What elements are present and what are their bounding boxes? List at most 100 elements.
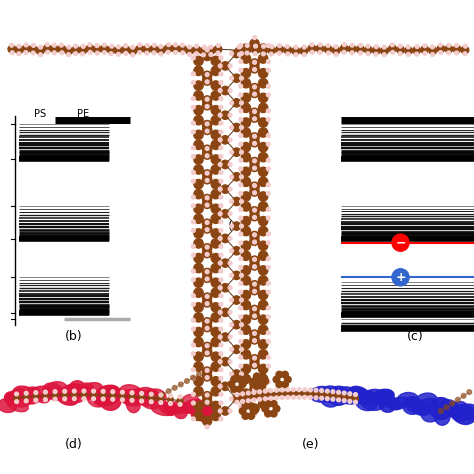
Text: PS: PS — [34, 109, 46, 119]
Circle shape — [254, 373, 260, 380]
Circle shape — [262, 45, 265, 48]
Circle shape — [241, 301, 251, 310]
Circle shape — [324, 46, 332, 53]
Ellipse shape — [355, 392, 378, 410]
Circle shape — [239, 257, 243, 261]
Circle shape — [405, 47, 412, 55]
Circle shape — [280, 388, 284, 392]
Circle shape — [266, 216, 270, 220]
Circle shape — [205, 80, 209, 84]
Circle shape — [211, 180, 220, 189]
Circle shape — [246, 399, 250, 402]
Circle shape — [205, 196, 209, 200]
Circle shape — [178, 382, 183, 387]
Circle shape — [219, 352, 223, 356]
Circle shape — [228, 286, 232, 290]
Circle shape — [258, 325, 268, 334]
Circle shape — [258, 365, 268, 374]
Ellipse shape — [5, 392, 17, 404]
Circle shape — [269, 389, 273, 392]
Circle shape — [221, 382, 229, 391]
Circle shape — [239, 60, 243, 64]
Circle shape — [413, 46, 420, 54]
Circle shape — [219, 228, 223, 232]
Ellipse shape — [8, 389, 32, 407]
Circle shape — [211, 116, 220, 125]
Circle shape — [258, 397, 262, 401]
Circle shape — [266, 405, 270, 409]
Circle shape — [292, 47, 300, 55]
Circle shape — [444, 405, 449, 410]
Circle shape — [250, 256, 259, 265]
Circle shape — [52, 392, 58, 398]
Circle shape — [194, 377, 203, 386]
Ellipse shape — [121, 390, 136, 403]
Circle shape — [241, 118, 251, 127]
Circle shape — [168, 397, 173, 402]
Circle shape — [211, 362, 220, 371]
Circle shape — [184, 379, 189, 383]
Circle shape — [219, 384, 222, 388]
Circle shape — [191, 368, 195, 372]
Circle shape — [173, 385, 177, 390]
Circle shape — [194, 411, 203, 420]
Circle shape — [241, 227, 251, 236]
Circle shape — [219, 417, 223, 421]
Circle shape — [241, 192, 251, 201]
Circle shape — [191, 56, 195, 60]
Circle shape — [194, 56, 203, 65]
Circle shape — [453, 46, 461, 53]
Circle shape — [318, 51, 322, 55]
Circle shape — [258, 301, 268, 310]
Circle shape — [219, 392, 223, 396]
Circle shape — [110, 392, 116, 398]
Circle shape — [191, 220, 195, 224]
Circle shape — [250, 404, 259, 413]
Circle shape — [178, 402, 182, 406]
Circle shape — [253, 60, 256, 64]
Circle shape — [253, 68, 256, 72]
Circle shape — [74, 44, 78, 48]
Ellipse shape — [452, 404, 474, 424]
Circle shape — [337, 391, 340, 394]
Circle shape — [248, 403, 255, 410]
Circle shape — [241, 167, 251, 176]
Circle shape — [264, 389, 267, 393]
Circle shape — [101, 397, 105, 401]
Circle shape — [181, 43, 184, 47]
Circle shape — [258, 103, 268, 112]
Circle shape — [201, 53, 205, 57]
Circle shape — [253, 216, 256, 219]
Ellipse shape — [13, 386, 36, 402]
Ellipse shape — [82, 383, 103, 399]
Circle shape — [237, 386, 243, 392]
Circle shape — [228, 113, 232, 117]
Circle shape — [205, 245, 209, 249]
Circle shape — [239, 241, 243, 245]
Circle shape — [266, 315, 270, 319]
Circle shape — [219, 368, 223, 372]
Circle shape — [194, 401, 203, 410]
Circle shape — [348, 45, 356, 53]
Circle shape — [221, 308, 229, 317]
Circle shape — [230, 249, 234, 253]
Circle shape — [230, 224, 234, 228]
Ellipse shape — [30, 386, 54, 401]
Circle shape — [326, 44, 330, 47]
Circle shape — [230, 347, 234, 351]
Circle shape — [258, 217, 268, 226]
Circle shape — [219, 105, 223, 109]
Circle shape — [194, 288, 203, 297]
Circle shape — [239, 126, 243, 129]
Circle shape — [266, 364, 270, 368]
Circle shape — [111, 390, 115, 393]
Circle shape — [202, 322, 212, 332]
Circle shape — [232, 123, 241, 132]
Circle shape — [250, 359, 259, 369]
Circle shape — [324, 392, 330, 398]
Circle shape — [228, 360, 232, 364]
Circle shape — [143, 46, 151, 53]
Circle shape — [258, 192, 268, 201]
Circle shape — [131, 53, 135, 57]
Circle shape — [120, 398, 124, 401]
